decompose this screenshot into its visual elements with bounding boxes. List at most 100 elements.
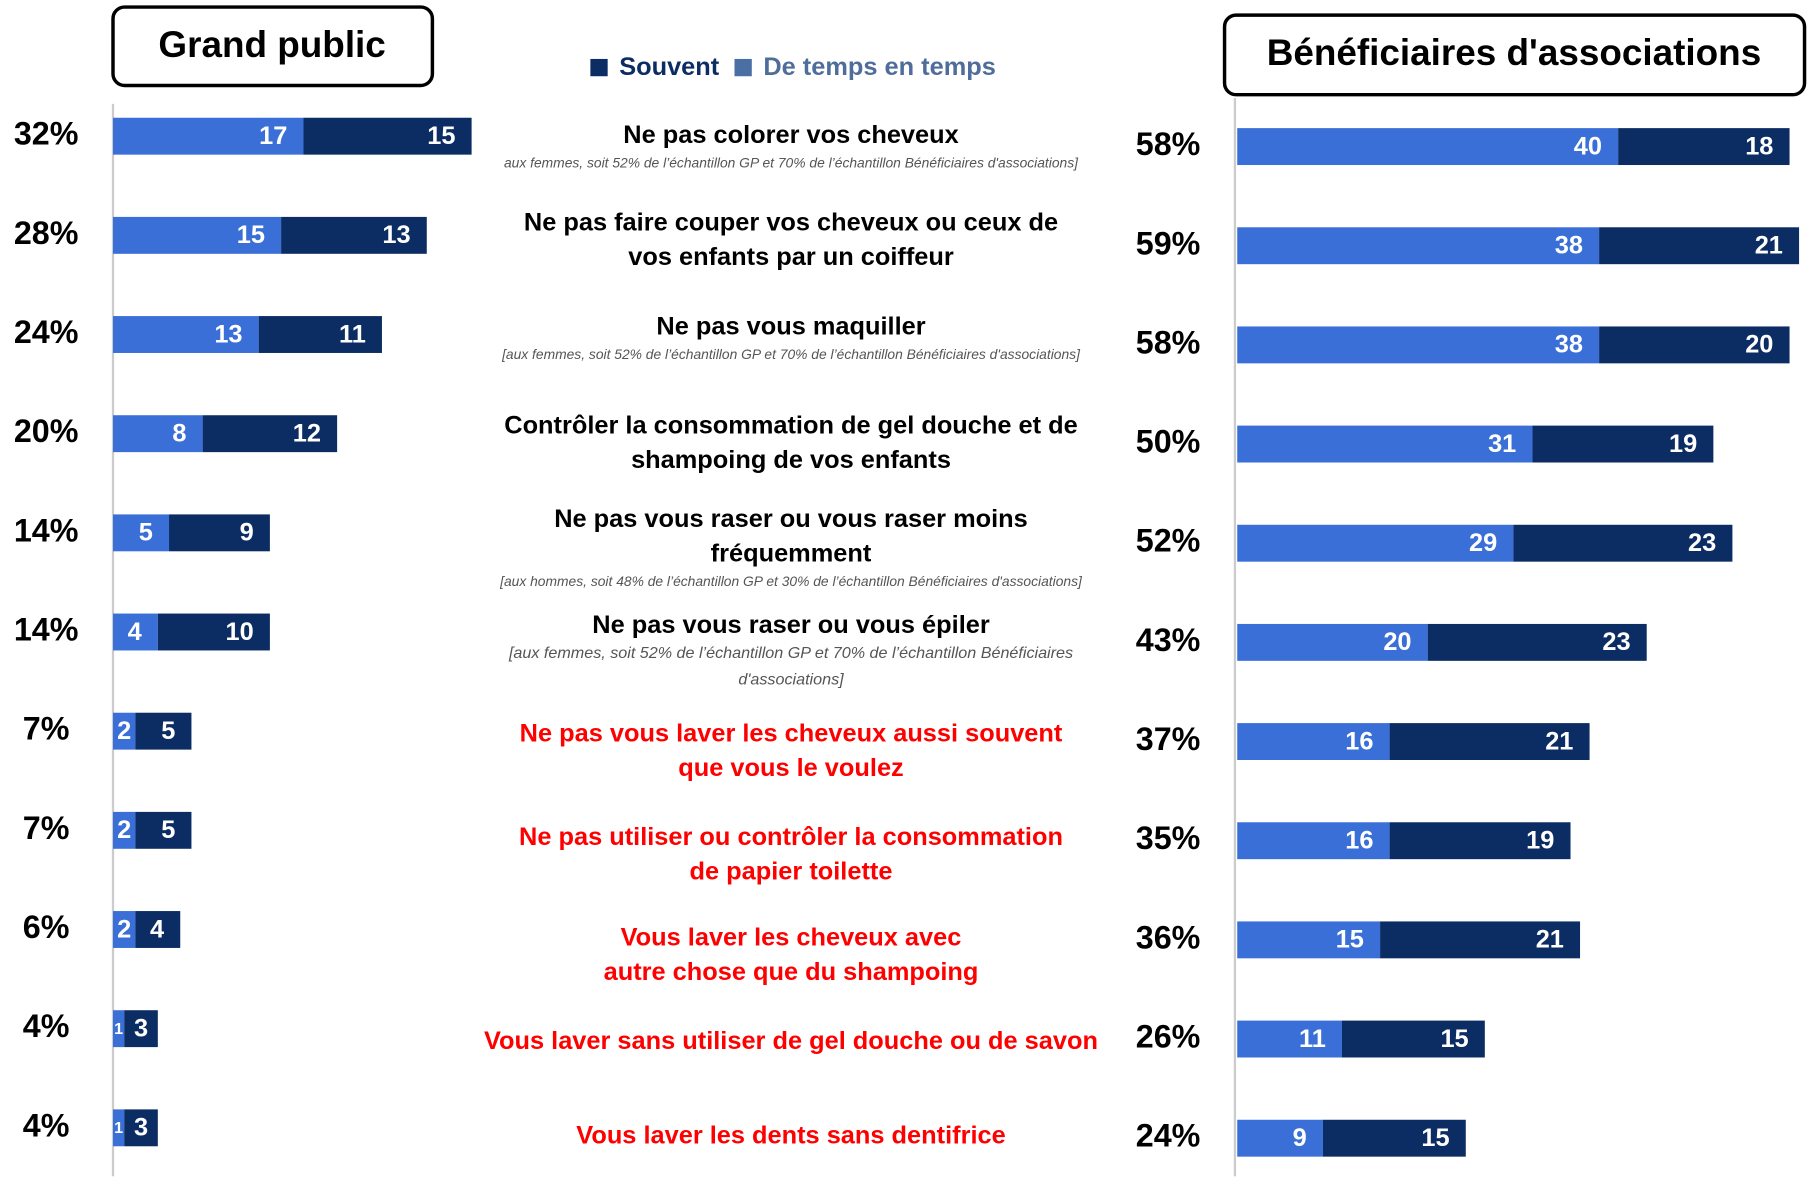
category-label: que vous le voulez: [678, 754, 903, 782]
bar-segment: [1237, 623, 1428, 661]
category-label: Ne pas faire couper vos cheveux ou ceux …: [524, 209, 1058, 237]
category-note: aux femmes, soit 52% de l’échantillon GP…: [504, 155, 1079, 171]
category-label: Ne pas vous raser ou vous épiler: [592, 611, 990, 639]
bar-segment: [1532, 425, 1714, 463]
bar-segment: [124, 1109, 158, 1147]
segment-label: 15: [1421, 1124, 1449, 1152]
bar-segment: [113, 712, 136, 750]
bar-segment: [281, 216, 427, 254]
total-label: 36%: [1136, 919, 1201, 955]
title-box: [111, 5, 435, 88]
segment-label: 15: [237, 221, 265, 249]
bar-segment: [1237, 524, 1514, 562]
bar-segment: [135, 911, 181, 948]
bar-segment: [1389, 822, 1571, 860]
bar-segment: [258, 316, 382, 353]
bar-segment: [202, 415, 338, 453]
bar-segment: [113, 811, 136, 849]
category-label: Ne pas colorer vos cheveux: [623, 121, 958, 149]
total-label: 24%: [14, 314, 79, 350]
total-label: 24%: [1136, 1118, 1201, 1154]
segment-label: 16: [1345, 727, 1373, 755]
bar-segment: [1237, 1020, 1342, 1058]
category-note: [aux femmes, soit 52% de l’échantillon G…: [508, 644, 1073, 662]
segment-label: 20: [1745, 331, 1773, 359]
category-label: Vous laver les dents sans dentifrice: [576, 1122, 1005, 1150]
category-label: fréquemment: [711, 539, 872, 567]
bar-segment: [113, 613, 158, 651]
bar-segment: [1237, 326, 1600, 364]
bar-segment: [113, 117, 304, 155]
segment-label: 15: [427, 122, 455, 150]
bar-segment: [1618, 128, 1790, 166]
segment-label: 19: [1526, 827, 1554, 855]
segment-label: 19: [1669, 430, 1697, 458]
segment-label: 5: [139, 519, 153, 547]
category-label: shampoing de vos enfants: [631, 446, 951, 474]
category-note: [aux femmes, soit 52% de l’échantillon G…: [501, 346, 1081, 362]
segment-label: 38: [1555, 331, 1583, 359]
segment-label: 17: [259, 122, 287, 150]
segment-label: 21: [1545, 727, 1573, 755]
segment-label: 9: [1293, 1124, 1307, 1152]
category-label: autre chose que du shampoing: [604, 958, 979, 986]
total-label: 14%: [14, 512, 79, 548]
category-label: Ne pas vous laver les cheveux aussi souv…: [520, 719, 1063, 747]
category-note: [aux hommes, soit 48% de l’échantillon G…: [499, 573, 1083, 589]
bar-segment: [1237, 1119, 1323, 1157]
segment-label: 4: [150, 915, 164, 943]
bar-segment: [1389, 723, 1590, 760]
bar-segment: [113, 216, 282, 254]
bar-segment: [135, 712, 192, 750]
segment-label: 31: [1488, 430, 1516, 458]
total-label: 32%: [14, 116, 79, 152]
segment-label: 21: [1536, 926, 1564, 954]
bar-segment: [1513, 524, 1733, 562]
total-label: 35%: [1136, 820, 1201, 856]
category-note: d'associations]: [738, 671, 844, 689]
total-label: 52%: [1136, 523, 1201, 559]
bar-segment: [157, 613, 270, 651]
bar-segment: [113, 415, 203, 453]
title-box: [1222, 13, 1807, 97]
segment-label: 5: [161, 816, 175, 844]
bar-segment: [1380, 921, 1581, 959]
total-label: 37%: [1136, 721, 1201, 757]
total-label: 58%: [1136, 126, 1201, 162]
segment-label: 38: [1555, 232, 1583, 260]
segment-label: 12: [293, 420, 321, 448]
category-label: vos enfants par un coiffeur: [628, 243, 954, 271]
category-label: Contrôler la consommation de gel douche …: [504, 411, 1077, 439]
segment-label: 2: [117, 717, 131, 745]
bar-segment: [1237, 921, 1381, 959]
segment-label: 11: [1299, 1025, 1326, 1053]
total-label: 50%: [1136, 424, 1201, 460]
bar-segment: [135, 811, 192, 849]
total-label: 6%: [23, 909, 70, 945]
bar-segment: [124, 1010, 158, 1048]
segment-label: 18: [1745, 132, 1773, 160]
legend-label: Souvent: [619, 53, 720, 81]
bar-segment: [1599, 326, 1790, 364]
total-label: 4%: [23, 1107, 70, 1143]
bar-segment: [113, 514, 170, 552]
bar-segment: [1599, 227, 1800, 265]
bar-segment: [1237, 723, 1390, 760]
bar-segment: [1237, 822, 1390, 860]
total-label: 7%: [23, 810, 70, 846]
bar-segment: [113, 1109, 125, 1147]
panel-title: Bénéficiaires d'associations: [1267, 32, 1762, 73]
total-label: 20%: [14, 413, 79, 449]
total-label: 26%: [1136, 1019, 1201, 1055]
segment-label: 1: [114, 1119, 123, 1137]
segment-label: 23: [1602, 628, 1630, 656]
segment-label: 9: [240, 519, 254, 547]
segment-label: 11: [339, 320, 366, 348]
bar-segment: [1237, 128, 1619, 166]
panel-title: Grand public: [158, 24, 385, 65]
category-label: Vous laver sans utiliser de gel douche o…: [484, 1027, 1098, 1055]
segment-label: 15: [1336, 926, 1364, 954]
bar-segment: [1341, 1020, 1485, 1058]
